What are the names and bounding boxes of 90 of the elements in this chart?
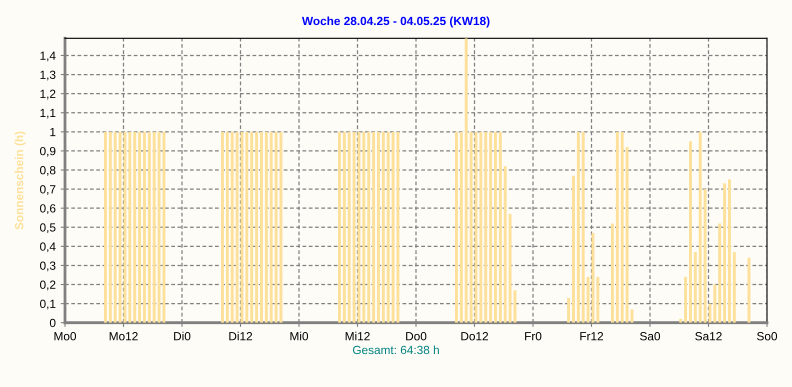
- bar: [455, 132, 458, 323]
- bar: [616, 132, 619, 323]
- bar: [392, 132, 395, 323]
- bar: [626, 147, 629, 323]
- bar: [221, 132, 224, 323]
- bar: [508, 214, 512, 323]
- bar: [748, 258, 750, 323]
- x-tick-label: Mo0: [54, 332, 76, 340]
- bar: [162, 132, 166, 323]
- bar: [264, 132, 268, 323]
- y-tick-label: 0,6: [40, 204, 56, 214]
- bar: [494, 132, 497, 323]
- bar: [124, 132, 126, 323]
- bar: [713, 284, 716, 323]
- bar: [684, 276, 688, 323]
- bar: [596, 276, 600, 323]
- bar: [572, 176, 575, 323]
- bar: [138, 132, 142, 323]
- bar: [470, 132, 473, 323]
- bar: [260, 132, 263, 323]
- y-tick-label: 0,8: [40, 166, 56, 176]
- x-tick-label: Sa0: [640, 332, 660, 340]
- bar: [382, 132, 385, 323]
- bar: [240, 132, 244, 323]
- bar: [479, 132, 482, 323]
- bar: [630, 309, 634, 323]
- bar: [143, 132, 146, 323]
- bar: [377, 132, 380, 323]
- y-tick-label: 0,4: [40, 242, 56, 252]
- bar: [728, 180, 731, 323]
- x-tick-label: Do0: [406, 332, 426, 340]
- bar: [592, 232, 594, 323]
- bar: [694, 252, 697, 323]
- bar: [226, 132, 229, 323]
- bar: [372, 132, 376, 323]
- bar: [704, 189, 707, 323]
- y-tick-label: 0,9: [40, 146, 56, 157]
- bar: [255, 132, 258, 323]
- bar: [352, 132, 356, 323]
- bar: [708, 304, 712, 323]
- bar: [148, 132, 151, 323]
- bar: [358, 132, 360, 323]
- bar: [498, 132, 502, 323]
- x-tick-label: Fr12: [580, 332, 604, 340]
- y-tick-label: 0,1: [40, 300, 56, 310]
- y-tick-label: 1,1: [40, 108, 56, 119]
- bar: [567, 298, 570, 323]
- bar: [689, 141, 692, 323]
- bar: [108, 132, 112, 323]
- bar: [460, 132, 463, 323]
- y-tick-label: 0,2: [40, 280, 56, 290]
- y-tick-label: 0,3: [40, 261, 56, 272]
- bar: [128, 132, 132, 323]
- bar: [396, 132, 400, 323]
- bar: [514, 290, 516, 323]
- bar: [274, 132, 278, 323]
- bar: [118, 132, 122, 323]
- y-axis-title: Sonnenschein (h): [14, 132, 26, 230]
- bar: [362, 132, 366, 323]
- x-tick-label: Mi12: [346, 332, 370, 340]
- x-tick-label: Mi0: [290, 332, 308, 340]
- y-tick-label: 0: [50, 318, 56, 328]
- x-tick-label: Do12: [461, 332, 488, 340]
- bar: [474, 132, 478, 323]
- y-tick-label: 1,4: [40, 52, 56, 62]
- bar: [236, 132, 239, 323]
- y-tick-label: 0,7: [40, 185, 56, 195]
- bar: [104, 132, 107, 323]
- x-tick-label: Di0: [174, 332, 190, 340]
- bar: [489, 132, 492, 323]
- x-tick-label: Di12: [229, 332, 252, 340]
- text: Gesamt: 64:38 h: [352, 345, 439, 354]
- y-tick-label: 1,3: [40, 70, 56, 80]
- bar: [723, 183, 726, 323]
- y-tick-label: 0,5: [40, 223, 56, 234]
- bar: [245, 132, 248, 323]
- bar: [280, 132, 282, 323]
- bar: [611, 223, 614, 323]
- bar: [158, 132, 161, 323]
- bar: [586, 276, 590, 323]
- bar: [338, 132, 341, 323]
- y-tick-label: 1: [50, 128, 56, 136]
- chart-title: Woche 28.04.25 - 04.05.25 (KW18): [302, 16, 490, 28]
- bar: [342, 132, 346, 323]
- x-tick-label: So0: [757, 332, 778, 340]
- x-tick-label: Fr0: [525, 332, 542, 340]
- y-tick-label: 1,2: [40, 90, 56, 100]
- x-tick-label: Sa12: [695, 332, 722, 340]
- x-tick-label: Mo12: [110, 332, 138, 340]
- bar: [732, 252, 736, 323]
